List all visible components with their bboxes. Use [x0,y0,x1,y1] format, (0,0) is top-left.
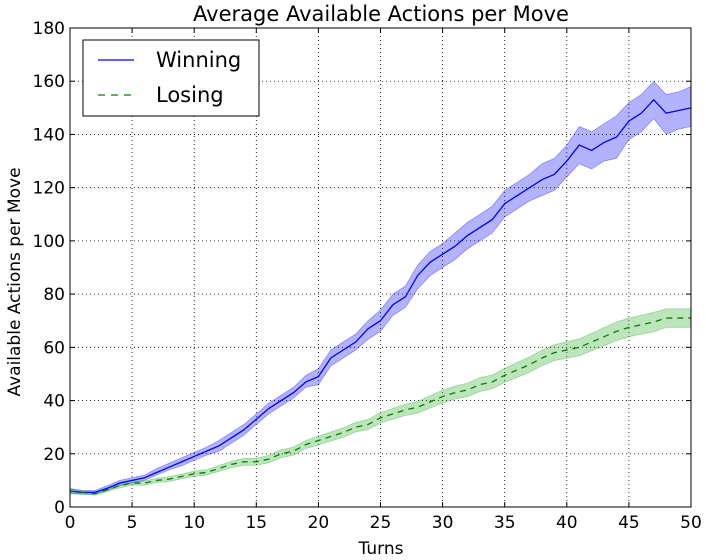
series-lines [69,98,692,495]
x-tick-label-35: 35 [494,513,516,533]
legend-winning-label: Winning [156,48,241,72]
losing-series-line [69,317,691,495]
y-tick-label-0: 0 [54,498,65,518]
x-tick-label-0: 0 [65,513,76,533]
x-tick-label-40: 40 [556,513,578,533]
x-axis-label: Turns [358,539,404,559]
x-tick-label-25: 25 [370,513,392,533]
y-tick-label-180: 180 [33,19,65,39]
y-axis-label: Available Actions per Move [5,167,25,396]
winning-series-line [69,98,692,494]
y-tick-label-140: 140 [33,125,65,145]
y-tick-label-80: 80 [43,285,65,305]
y-tick-label-120: 120 [33,179,65,199]
y-tick-label-20: 20 [43,445,65,465]
chart-title: Average Available Actions per Move [193,2,569,26]
axis-ticks: 0 5 10 15 20 25 30 35 40 45 50 0 20 40 60 80 100 120 140 16… [33,19,702,533]
y-tick-label-60: 60 [43,338,65,358]
y-tick-label-40: 40 [43,392,65,412]
y-tick-label-100: 100 [33,232,65,252]
legend: Winning Losing [82,39,260,117]
x-tick-label-20: 20 [308,513,330,533]
x-tick-label-50: 50 [680,513,702,533]
x-tick-label-15: 15 [245,513,267,533]
x-tick-label-5: 5 [127,513,138,533]
x-tick-label-30: 30 [432,513,454,533]
x-tick-label-10: 10 [183,513,205,533]
x-tick-label-45: 45 [618,513,640,533]
legend-box [82,39,260,117]
legend-losing-label: Losing [156,83,224,107]
y-tick-label-160: 160 [33,72,65,92]
